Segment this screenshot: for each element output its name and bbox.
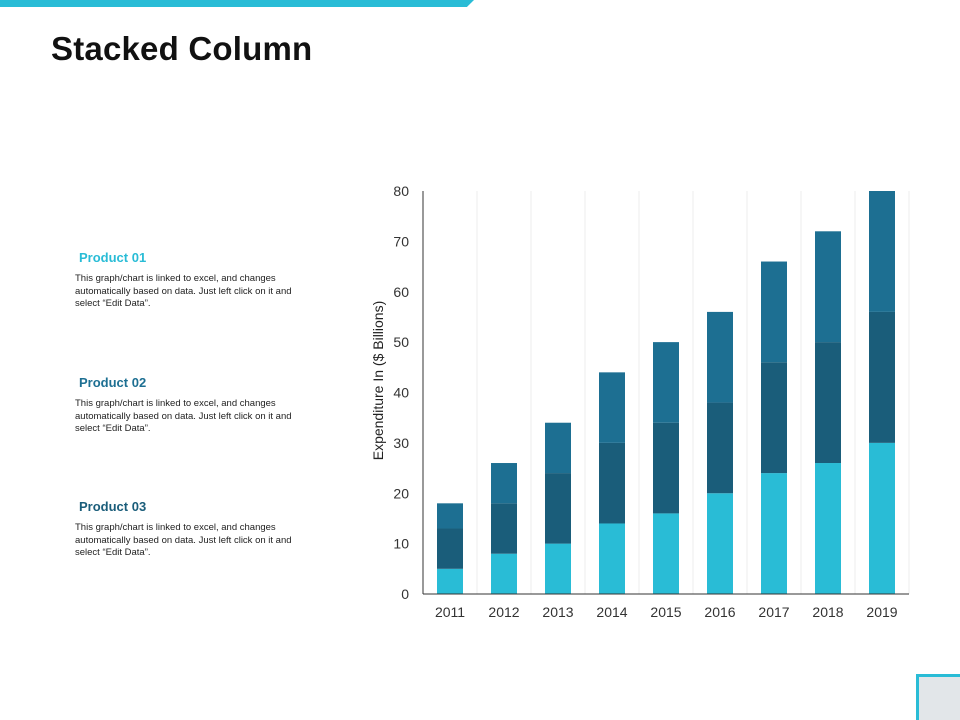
bar-segment	[437, 568, 463, 594]
y-tick-label: 60	[393, 284, 409, 300]
y-tick-label: 80	[393, 183, 409, 199]
bar-segment	[599, 372, 625, 443]
stacked-column-chart: 0 10 20 30 40 50 60 70 80 2011 2012 2013 2014 2015 201…	[370, 183, 910, 620]
bar-segment	[491, 503, 517, 554]
bar-segment	[491, 463, 517, 504]
bar-segment	[437, 503, 463, 529]
bar-segment	[761, 362, 787, 474]
x-tick-label: 2018	[812, 604, 843, 620]
bar-segment	[815, 231, 841, 343]
bar-segment	[869, 191, 895, 312]
x-tick-label: 2013	[542, 604, 573, 620]
x-tick-label: 2015	[650, 604, 681, 620]
y-tick-label: 70	[393, 233, 409, 249]
bar-segment	[707, 311, 733, 403]
bar-segment	[653, 422, 679, 514]
x-tick-label: 2016	[704, 604, 735, 620]
y-tick-label: 50	[393, 334, 409, 350]
bar-segment	[761, 261, 787, 363]
x-tick-label: 2019	[866, 604, 897, 620]
x-tick-label: 2011	[435, 604, 465, 620]
slide-title: Stacked Column	[51, 30, 313, 67]
bar-segment	[869, 311, 895, 443]
bar-segment	[545, 473, 571, 544]
legend-product-02: Product 02 This graph/chart is linked to…	[75, 375, 295, 436]
bar-segment	[599, 523, 625, 594]
legend-product-02-title: Product 02	[79, 375, 147, 390]
bar-segment	[599, 442, 625, 524]
top-accent-bar	[0, 0, 474, 7]
legend-product-03: Product 03 This graph/chart is linked to…	[75, 499, 295, 560]
bar-segment	[653, 342, 679, 423]
y-tick-label: 40	[393, 385, 409, 401]
y-tick-label: 10	[393, 536, 409, 552]
bar-segment	[761, 473, 787, 594]
bar-segment	[707, 493, 733, 594]
x-tick-label: 2014	[596, 604, 627, 620]
bar-segment	[491, 553, 517, 594]
y-axis-title: Expenditure In ($ Billions)	[370, 301, 386, 461]
x-tick-label: 2017	[758, 604, 789, 620]
bar-segment	[545, 422, 571, 474]
y-tick-label: 0	[401, 586, 409, 602]
legend-product-01-text: This graph/chart is linked to excel, and…	[75, 273, 292, 309]
bar-segment	[815, 342, 841, 464]
bar-segment	[815, 463, 841, 594]
x-tick-label: 2012	[488, 604, 519, 620]
bar-segment	[707, 402, 733, 494]
bar-segment	[545, 543, 571, 594]
legend-product-01-title: Product 01	[79, 250, 147, 265]
bar-segment	[437, 528, 463, 569]
y-tick-label: 30	[393, 435, 409, 451]
legend-product-03-text: This graph/chart is linked to excel, and…	[75, 522, 292, 558]
legend-product-03-title: Product 03	[79, 499, 147, 514]
y-tick-label: 20	[393, 485, 409, 501]
legend-product-02-text: This graph/chart is linked to excel, and…	[75, 398, 292, 434]
corner-decoration	[916, 674, 960, 720]
legend-product-01: Product 01 This graph/chart is linked to…	[75, 250, 295, 311]
bar-segment	[653, 513, 679, 594]
bar-segment	[869, 442, 895, 594]
